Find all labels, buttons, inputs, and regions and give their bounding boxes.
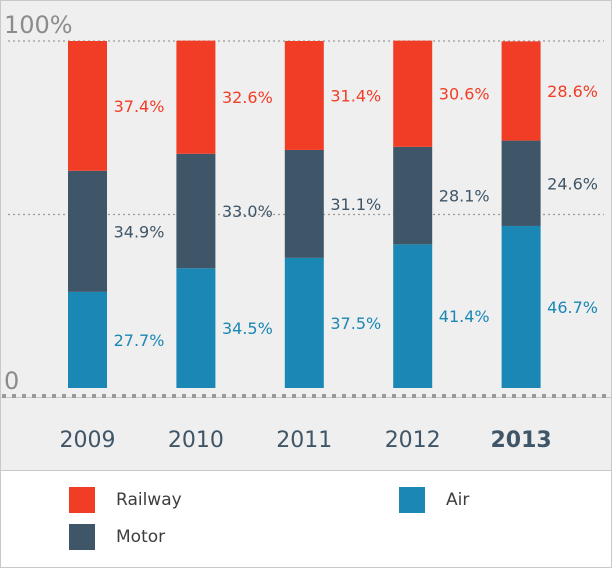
legend-label-railway: Railway bbox=[116, 490, 182, 510]
stacked-bar-chart: 100% 0 27.7% 34.9% 37.4% 2009 34.5% 33.0% 32.6% 2… bbox=[2, 11, 608, 453]
legend-label-motor: Motor bbox=[116, 527, 166, 547]
category-label-2009: 2009 bbox=[60, 428, 116, 453]
legend-item-railway: Railway bbox=[69, 487, 182, 513]
data-label-air-2010: 34.5% bbox=[222, 319, 273, 338]
bar-motor-2011 bbox=[284, 149, 324, 258]
year-axis-panel bbox=[1, 397, 611, 471]
bar-air-2013 bbox=[501, 225, 541, 388]
legend-item-air: Air bbox=[399, 487, 469, 513]
data-label-railway-2010: 32.6% bbox=[222, 88, 273, 107]
legend-swatch-railway bbox=[69, 487, 95, 513]
bar-motor-2013 bbox=[501, 140, 541, 226]
bar-air-2010 bbox=[176, 268, 216, 388]
ytick-label-100: 100% bbox=[4, 11, 73, 39]
data-label-motor-2009: 34.9% bbox=[114, 222, 165, 241]
legend-panel: Railway Motor Air bbox=[1, 471, 611, 567]
bar-motor-2012 bbox=[393, 146, 433, 245]
bar-railway-2011 bbox=[284, 41, 324, 150]
data-label-railway-2009: 37.4% bbox=[114, 97, 165, 116]
data-label-motor-2010: 33.0% bbox=[222, 202, 273, 221]
bar-air-2011 bbox=[284, 257, 324, 388]
bar-air-2012 bbox=[393, 244, 433, 388]
data-label-motor-2013: 24.6% bbox=[547, 174, 598, 193]
bar-motor-2009 bbox=[68, 170, 107, 292]
data-label-air-2013: 46.7% bbox=[547, 298, 598, 317]
data-label-air-2012: 41.4% bbox=[439, 307, 490, 326]
bar-railway-2013 bbox=[501, 41, 541, 141]
bar-railway-2009 bbox=[68, 41, 107, 171]
data-label-motor-2011: 31.1% bbox=[330, 195, 381, 214]
legend-label-air: Air bbox=[446, 490, 470, 510]
bar-railway-2012 bbox=[393, 40, 433, 147]
data-label-air-2011: 37.5% bbox=[330, 314, 381, 333]
data-label-railway-2012: 30.6% bbox=[439, 85, 490, 104]
ytick-label-0: 0 bbox=[4, 367, 19, 395]
bar-air-2009 bbox=[68, 291, 107, 388]
legend-item-motor: Motor bbox=[69, 524, 165, 550]
data-label-motor-2012: 28.1% bbox=[439, 187, 490, 206]
data-label-air-2009: 27.7% bbox=[114, 331, 165, 350]
category-label-2013: 2013 bbox=[490, 428, 551, 453]
data-label-railway-2011: 31.4% bbox=[330, 86, 381, 105]
data-label-railway-2013: 28.6% bbox=[547, 82, 598, 101]
category-label-2011: 2011 bbox=[276, 428, 332, 453]
bar-railway-2010 bbox=[176, 40, 216, 154]
legend-swatch-air bbox=[399, 487, 425, 513]
category-label-2012: 2012 bbox=[385, 428, 441, 453]
legend-swatch-motor bbox=[69, 524, 95, 550]
category-label-2010: 2010 bbox=[168, 428, 224, 453]
bar-motor-2010 bbox=[176, 153, 216, 269]
